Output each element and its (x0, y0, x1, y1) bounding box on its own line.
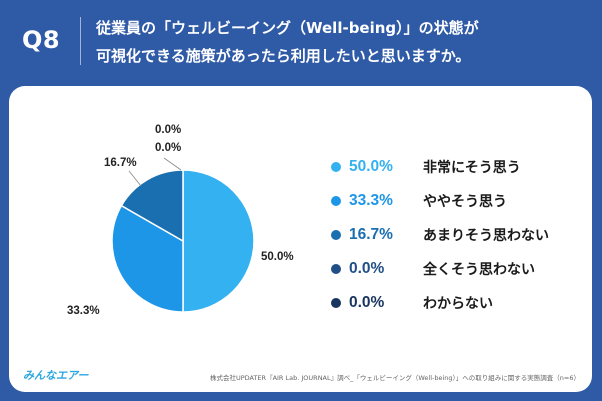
legend-label: あまりそう思わない (423, 228, 549, 244)
legend-swatch (331, 230, 341, 240)
pie-data-label: 0.0% (155, 142, 182, 154)
legend-percent: 50.0% (349, 158, 393, 175)
source-note: 株式会社UPDATER『AIR Lab. JOURNAL』調べ_「ウェルビーイン… (209, 374, 580, 382)
legend-percent: 0.0% (349, 260, 385, 277)
pie-data-label: 50.0% (261, 251, 294, 263)
pie-slice (111, 204, 184, 313)
pie-chart (111, 157, 255, 313)
brand-logo: みんなエアー (23, 369, 89, 382)
legend-percent: 0.0% (349, 294, 385, 311)
legend-label: 非常にそう思う (423, 160, 521, 176)
legend-percent: 16.7% (349, 226, 393, 243)
legend: 50.0% 非常にそう思う 33.3% ややそう思う 16.7% あまりそう思わない 0.0… (331, 150, 549, 320)
legend-label: ややそう思う (423, 194, 507, 210)
question-header: Q8 従業員の「ウェルビーイング（Well-being）」の状態が 可視化できる… (0, 0, 602, 80)
pie-data-label: 33.3% (67, 305, 100, 317)
question-title: 従業員の「ウェルビーイング（Well-being）」の状態が 可視化できる施策が… (96, 14, 596, 70)
pie-slice (182, 169, 255, 313)
legend-percent: 33.3% (349, 192, 393, 209)
legend-item: 16.7% あまりそう思わない (331, 218, 549, 252)
leader-line (163, 157, 182, 171)
legend-item: 50.0% 非常にそう思う (331, 150, 549, 184)
legend-item: 0.0% わからない (331, 286, 549, 320)
legend-label: わからない (423, 296, 493, 312)
legend-swatch (331, 298, 341, 308)
legend-swatch (331, 196, 341, 206)
legend-item: 33.3% ややそう思う (331, 184, 549, 218)
chart-panel: 50.0% 33.3% 16.7% 0.0% 0.0% 50.0% 非常にそう思う 33.3… (9, 86, 592, 392)
pie-data-label: 16.7% (104, 157, 137, 169)
leader-line (128, 170, 142, 187)
legend-label: 全くそう思わない (423, 262, 535, 278)
question-title-line2: 可視化できる施策があったら利用したいと思いますか。 (96, 47, 471, 65)
question-title-line1: 従業員の「ウェルビーイング（Well-being）」の状態が (96, 19, 479, 37)
pie-slice (120, 169, 184, 243)
header-divider (80, 17, 81, 65)
legend-item: 0.0% 全くそう思わない (331, 252, 549, 286)
legend-swatch (331, 162, 341, 172)
legend-swatch (331, 264, 341, 274)
question-number: Q8 (22, 26, 61, 54)
pie-data-label: 0.0% (155, 124, 182, 136)
